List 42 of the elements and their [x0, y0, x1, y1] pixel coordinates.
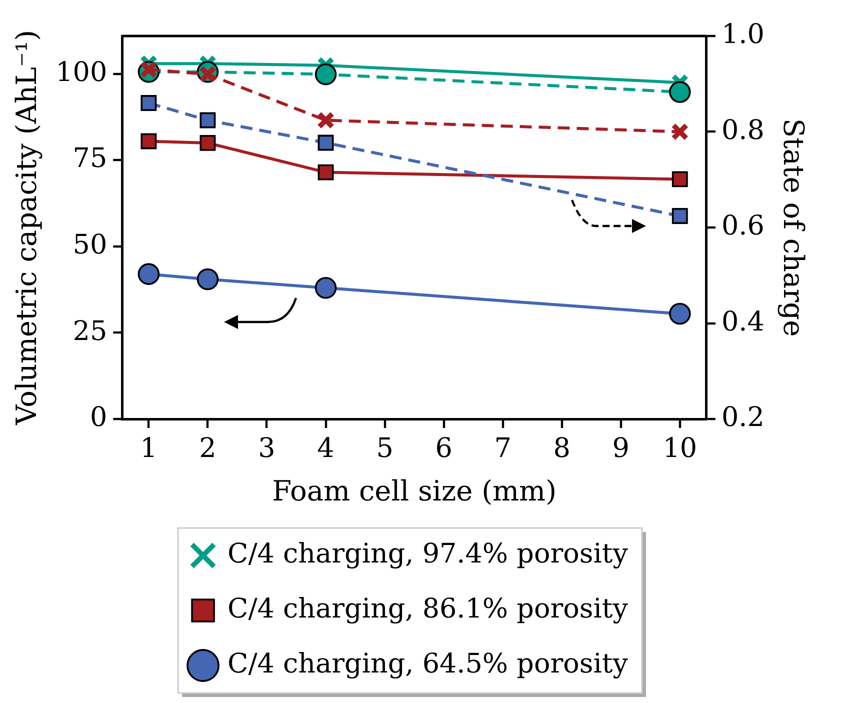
legend-label: C/4 charging, 64.5% porosity — [228, 648, 629, 680]
point — [200, 112, 216, 128]
point — [318, 134, 334, 151]
x-tick-label: 9 — [612, 433, 630, 464]
y-axis-title: Volumetric capacity (AhL⁻¹) — [10, 30, 44, 426]
point — [669, 81, 691, 103]
x-tick-label: 3 — [258, 433, 276, 464]
y-tick-label: 25 — [72, 316, 108, 347]
x-tick-label: 5 — [376, 433, 394, 464]
y-tick-label: 50 — [72, 229, 108, 260]
point — [140, 95, 157, 111]
point — [138, 263, 160, 285]
point — [200, 134, 216, 151]
y2-tick-label: 0.2 — [721, 402, 764, 434]
y2-axis-title: State of charge — [776, 118, 810, 337]
point — [672, 208, 688, 224]
y-tick-label: 100 — [56, 56, 108, 88]
x-tick-label: 4 — [317, 433, 334, 464]
x-tick-label: 1 — [140, 433, 158, 464]
point — [669, 302, 691, 325]
x-tick-label: 10 — [662, 433, 698, 464]
point — [318, 164, 334, 180]
y2-tick-label: 0.4 — [721, 306, 764, 338]
x-tick-label: 2 — [199, 433, 216, 464]
y-tick-label: 0 — [90, 402, 108, 434]
point — [314, 63, 337, 86]
legend-label: C/4 charging, 86.1% porosity — [228, 594, 629, 625]
point — [314, 276, 337, 299]
point — [672, 171, 688, 188]
x-tick-label: 7 — [494, 433, 512, 464]
y2-tick-label: 1.0 — [721, 19, 764, 50]
y2-tick-label: 0.6 — [721, 210, 764, 242]
point — [671, 122, 689, 141]
y-tick-label: 75 — [72, 143, 108, 174]
legend-label: C/4 charging, 97.4% porosity — [228, 538, 629, 570]
point — [140, 133, 157, 150]
x-tick-label: 8 — [553, 433, 570, 464]
x-tick-label: 6 — [435, 433, 452, 464]
x-axis-title: Foam cell size (mm) — [272, 474, 557, 508]
point — [316, 111, 335, 130]
y2-tick-label: 0.8 — [721, 114, 764, 146]
point — [196, 268, 219, 290]
